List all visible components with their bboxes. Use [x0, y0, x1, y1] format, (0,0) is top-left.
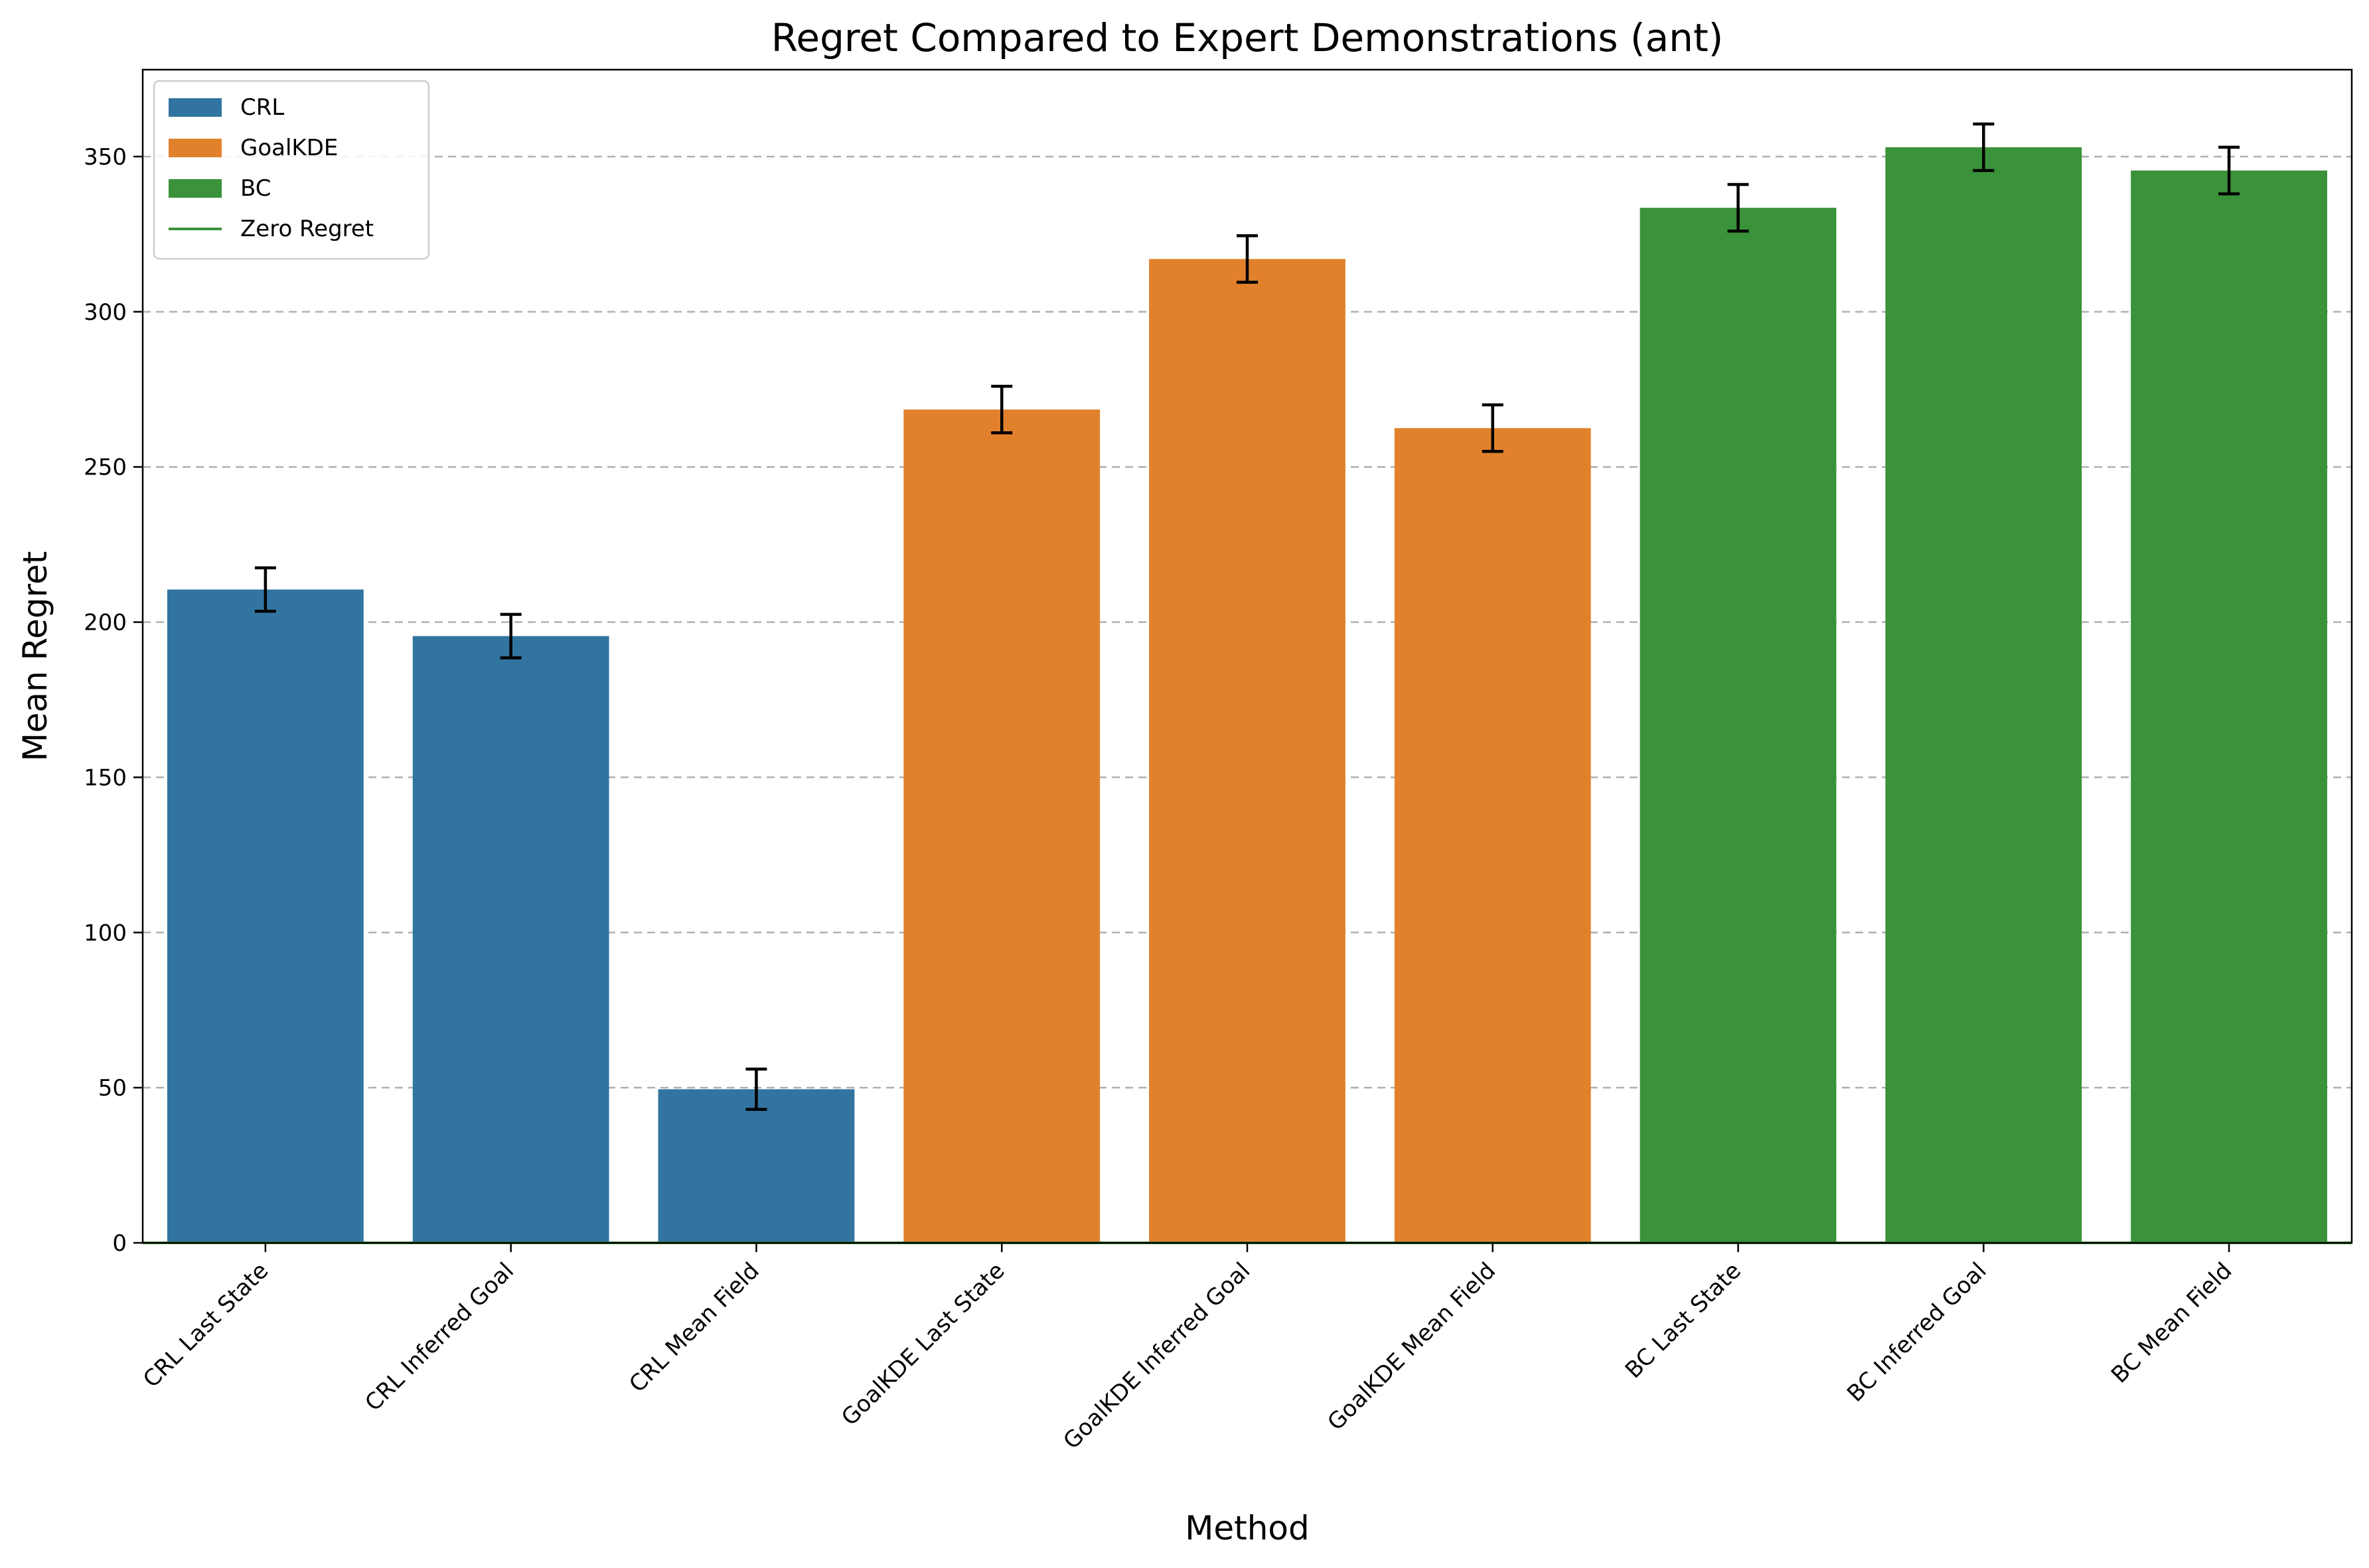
error-bars — [254, 122, 2240, 1111]
bar — [658, 1089, 855, 1243]
bar — [903, 409, 1101, 1244]
legend-label: CRL — [240, 94, 284, 121]
bars — [167, 147, 2328, 1244]
legend-label: Zero Regret — [240, 216, 374, 242]
x-axis-label: Method — [1185, 1509, 1310, 1547]
legend-label: BC — [240, 175, 271, 202]
bar — [167, 589, 364, 1243]
y-tick-label: 100 — [84, 920, 127, 946]
y-tick-label: 50 — [98, 1075, 127, 1102]
bar — [1885, 147, 2082, 1244]
bar — [1394, 428, 1591, 1244]
bar — [1149, 259, 1345, 1244]
y-tick-label: 250 — [84, 455, 127, 481]
legend-swatch — [169, 139, 222, 157]
legend-box — [153, 80, 430, 260]
bar — [1640, 208, 1837, 1243]
bar — [2131, 171, 2328, 1243]
y-tick-label: 200 — [84, 610, 127, 636]
legend-swatch — [169, 98, 222, 117]
y-tick-label: 300 — [84, 299, 127, 326]
y-tick-label: 150 — [84, 764, 127, 791]
legend-label: GoalKDE — [240, 135, 338, 161]
chart-title: Regret Compared to Expert Demonstrations… — [771, 15, 1724, 60]
y-tick-label: 0 — [112, 1230, 127, 1257]
legend-swatch — [169, 179, 222, 198]
bar — [412, 636, 609, 1243]
y-axis-label: Mean Regret — [16, 551, 54, 762]
legend: CRL GoalKDE BC Zero Regret — [153, 80, 430, 260]
y-tick-label: 350 — [84, 144, 127, 171]
y-axis-ticks: 0 50 100 150 200 250 300 350 — [84, 144, 143, 1257]
